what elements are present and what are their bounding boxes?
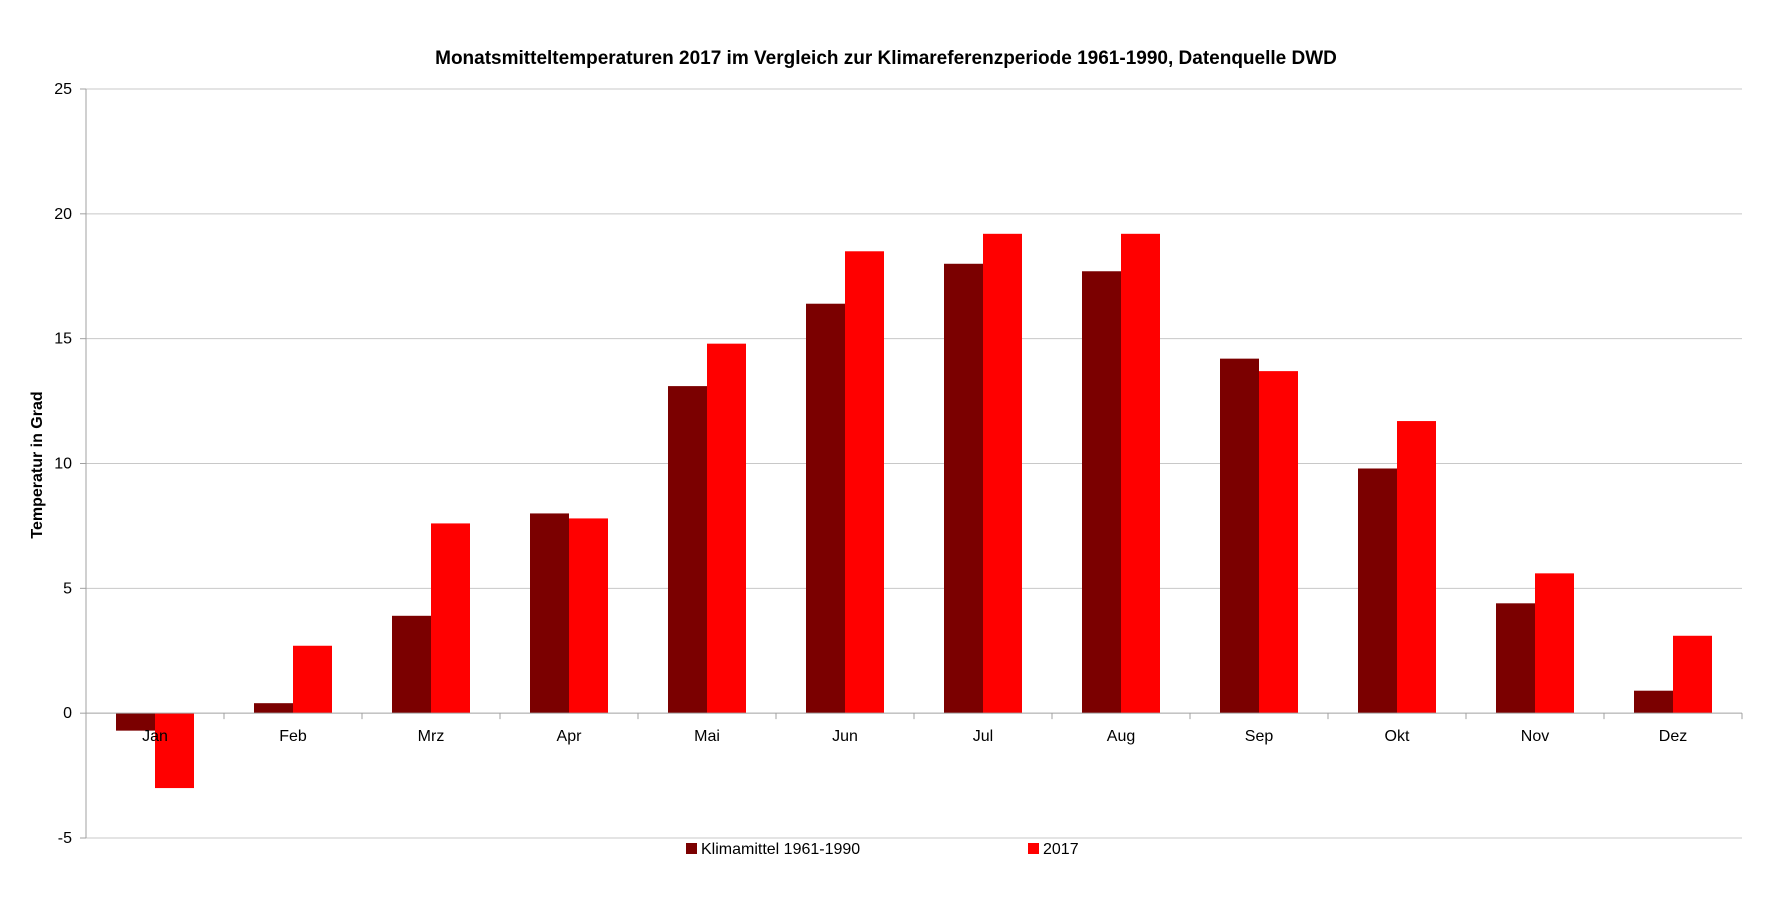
legend-label-2017: 2017 [1043, 841, 1079, 858]
y-tick-label: 25 [54, 81, 72, 98]
bar-2017-aug [1121, 233, 1160, 714]
legend: Klimamittel 1961-1990 2017 [686, 841, 1079, 858]
bar-2017-mai [707, 343, 746, 714]
y-tick-labels: -5 0 5 10 15 20 25 [54, 81, 72, 847]
gridlines [86, 88, 1742, 839]
y-tick-label: -5 [58, 830, 72, 847]
chart-title: Monatsmitteltemperaturen 2017 im Verglei… [435, 48, 1337, 69]
x-tick-labels: Jan Feb Mrz Apr Mai Jun Jul Aug Sep Okt Nov Dez [142, 728, 1687, 745]
bar-2017-jul [983, 233, 1022, 714]
x-tick-label: Jul [973, 728, 993, 745]
bar-klimamittel-mrz [392, 615, 431, 714]
bar-2017-okt [1397, 421, 1436, 714]
bar-klimamittel-aug [1082, 271, 1121, 714]
bar-klimamittel-jul [944, 263, 983, 714]
x-tick-label: Okt [1385, 728, 1410, 745]
bar-2017-mrz [431, 523, 470, 714]
bar-klimamittel-apr [530, 513, 569, 714]
bars [116, 233, 1712, 789]
y-axis-title: Temperatur in Grad [29, 391, 46, 538]
bar-2017-apr [569, 518, 608, 714]
x-tick-label: Aug [1107, 728, 1135, 745]
legend-swatch-klimamittel [686, 843, 697, 854]
y-tick-label: 20 [54, 206, 72, 223]
bar-klimamittel-okt [1358, 468, 1397, 714]
bar-klimamittel-nov [1496, 603, 1535, 714]
x-tick-label: Mrz [418, 728, 445, 745]
bar-klimamittel-feb [254, 703, 293, 714]
bar-2017-jun [845, 251, 884, 714]
legend-label-klimamittel: Klimamittel 1961-1990 [701, 841, 860, 858]
x-tick-label: Dez [1659, 728, 1687, 745]
bar-2017-feb [293, 645, 332, 714]
bar-2017-sep [1259, 371, 1298, 714]
x-tick-label: Nov [1521, 728, 1549, 745]
bar-2017-nov [1535, 573, 1574, 714]
y-tick-label: 10 [54, 456, 72, 473]
x-tick-label: Mai [694, 728, 720, 745]
bar-klimamittel-jan [116, 713, 155, 731]
bar-klimamittel-mai [668, 386, 707, 714]
x-tick-label: Feb [279, 728, 307, 745]
bar-klimamittel-sep [1220, 358, 1259, 714]
axes [80, 88, 1743, 839]
legend-swatch-2017 [1028, 843, 1039, 854]
y-tick-label: 5 [63, 580, 72, 597]
bar-2017-jan [155, 713, 194, 789]
bar-klimamittel-jun [806, 303, 845, 714]
x-tick-label: Jun [832, 728, 858, 745]
bar-2017-dez [1673, 635, 1712, 714]
bar-klimamittel-dez [1634, 690, 1673, 714]
x-tick-label: Sep [1245, 728, 1274, 745]
x-tick-label: Jan [142, 728, 168, 745]
x-tick-label: Apr [557, 728, 583, 745]
y-tick-label: 15 [54, 331, 72, 348]
y-tick-label: 0 [63, 705, 72, 722]
